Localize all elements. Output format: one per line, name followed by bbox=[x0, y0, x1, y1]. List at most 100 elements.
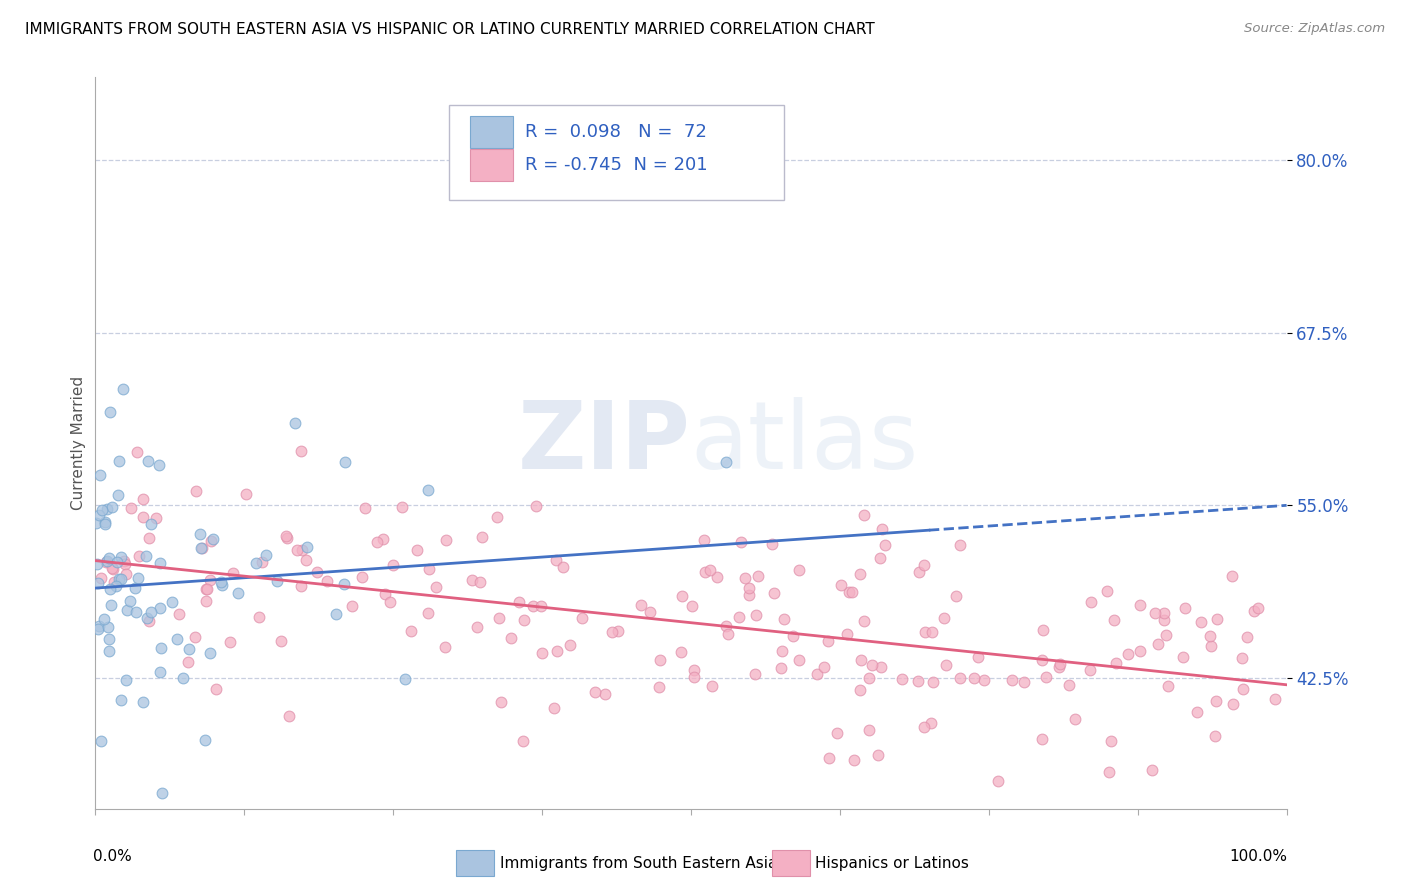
Point bbox=[987, 773, 1010, 788]
Point bbox=[93, 612, 115, 626]
Point bbox=[1049, 657, 1071, 672]
Point bbox=[166, 632, 188, 646]
Point bbox=[1236, 631, 1258, 645]
Point bbox=[107, 488, 129, 502]
Point bbox=[852, 614, 875, 628]
Point bbox=[98, 644, 121, 658]
Point bbox=[630, 599, 652, 613]
Point bbox=[838, 585, 860, 599]
Point bbox=[193, 732, 215, 747]
Point bbox=[1230, 651, 1253, 665]
Point bbox=[100, 405, 122, 419]
Point bbox=[702, 679, 724, 693]
Point bbox=[1031, 653, 1053, 667]
Point bbox=[235, 487, 257, 501]
Point bbox=[110, 572, 132, 586]
Point bbox=[381, 558, 404, 572]
Point bbox=[87, 623, 110, 637]
Point bbox=[277, 709, 299, 723]
Point bbox=[593, 687, 616, 701]
Point bbox=[1154, 628, 1177, 642]
Point bbox=[145, 511, 167, 525]
Point bbox=[266, 574, 288, 589]
Point bbox=[136, 454, 159, 468]
Point bbox=[1032, 623, 1054, 637]
Point bbox=[270, 633, 292, 648]
Point bbox=[714, 618, 737, 632]
Point bbox=[138, 531, 160, 545]
Point bbox=[949, 538, 972, 552]
Text: ZIP: ZIP bbox=[517, 397, 690, 489]
Point bbox=[127, 571, 149, 585]
Point bbox=[149, 665, 172, 680]
Point bbox=[737, 588, 759, 602]
Point bbox=[922, 675, 945, 690]
Point bbox=[333, 455, 356, 469]
Point bbox=[90, 734, 112, 748]
Point bbox=[787, 652, 810, 666]
Point bbox=[290, 579, 312, 593]
Point bbox=[1031, 732, 1053, 747]
Point bbox=[870, 522, 893, 536]
Point bbox=[932, 611, 955, 625]
Point bbox=[499, 631, 522, 645]
Point bbox=[851, 653, 873, 667]
Text: R = -0.745  N = 201: R = -0.745 N = 201 bbox=[524, 156, 707, 174]
Point bbox=[115, 603, 138, 617]
Point bbox=[132, 695, 155, 709]
FancyBboxPatch shape bbox=[470, 116, 513, 148]
Point bbox=[211, 578, 233, 592]
Point bbox=[744, 667, 766, 681]
Point bbox=[738, 581, 761, 595]
Point bbox=[1099, 734, 1122, 748]
Point bbox=[1205, 694, 1227, 708]
Point bbox=[524, 500, 547, 514]
Point bbox=[935, 658, 957, 673]
Point bbox=[127, 445, 149, 459]
Text: Source: ZipAtlas.com: Source: ZipAtlas.com bbox=[1244, 22, 1385, 36]
Point bbox=[1185, 706, 1208, 720]
Point bbox=[353, 501, 375, 516]
Point bbox=[222, 566, 245, 580]
Point bbox=[868, 747, 890, 762]
Point bbox=[108, 454, 131, 468]
Point bbox=[89, 508, 111, 522]
Point bbox=[218, 635, 240, 649]
Point bbox=[745, 608, 768, 623]
Point bbox=[717, 627, 740, 641]
Point bbox=[546, 644, 568, 658]
Point bbox=[770, 644, 793, 658]
Point bbox=[747, 569, 769, 583]
Point bbox=[1129, 644, 1152, 658]
Point bbox=[167, 607, 190, 621]
Point bbox=[418, 562, 440, 576]
Point bbox=[148, 458, 170, 473]
Text: R =  0.098   N =  72: R = 0.098 N = 72 bbox=[524, 123, 707, 141]
Point bbox=[908, 565, 931, 579]
Point bbox=[103, 575, 125, 590]
Point bbox=[860, 658, 883, 673]
Point bbox=[247, 610, 270, 624]
Point bbox=[394, 672, 416, 686]
Point bbox=[97, 551, 120, 566]
Point bbox=[1232, 681, 1254, 696]
Point bbox=[858, 723, 880, 737]
Point bbox=[378, 595, 401, 609]
Point bbox=[773, 612, 796, 626]
Point bbox=[966, 650, 988, 665]
Point bbox=[763, 585, 786, 599]
Point bbox=[425, 580, 447, 594]
Point bbox=[858, 671, 880, 685]
Point bbox=[963, 672, 986, 686]
Point bbox=[228, 586, 250, 600]
Point bbox=[124, 581, 146, 595]
Point bbox=[101, 561, 124, 575]
Point bbox=[949, 671, 972, 685]
Point bbox=[1147, 637, 1170, 651]
Point bbox=[108, 573, 131, 587]
Point bbox=[245, 556, 267, 570]
Point bbox=[186, 484, 208, 499]
Point bbox=[150, 641, 173, 656]
Text: atlas: atlas bbox=[690, 397, 920, 489]
Point bbox=[468, 575, 491, 590]
